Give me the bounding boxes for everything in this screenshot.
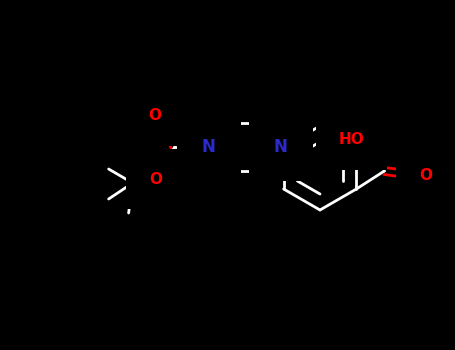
Text: N: N: [274, 138, 288, 156]
Text: O: O: [148, 108, 161, 124]
Text: O: O: [149, 172, 162, 187]
Text: O: O: [419, 168, 432, 182]
Text: HO: HO: [339, 133, 364, 147]
Text: N: N: [202, 138, 216, 156]
